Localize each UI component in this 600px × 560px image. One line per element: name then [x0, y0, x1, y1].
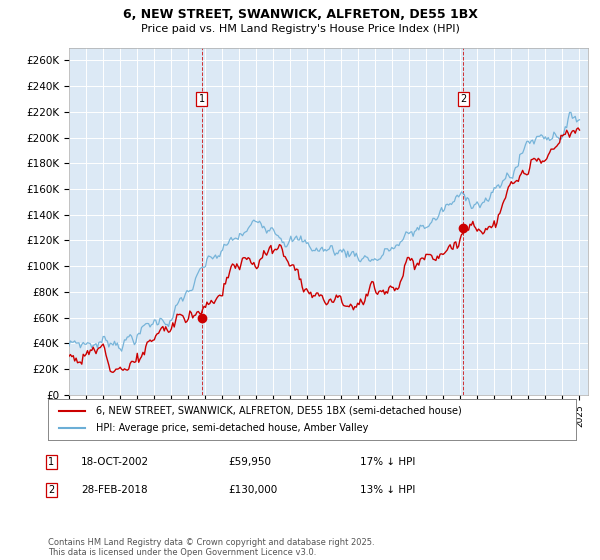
Text: £59,950: £59,950 — [228, 457, 271, 467]
Text: 28-FEB-2018: 28-FEB-2018 — [81, 485, 148, 495]
Text: £130,000: £130,000 — [228, 485, 277, 495]
Text: 6, NEW STREET, SWANWICK, ALFRETON, DE55 1BX (semi-detached house): 6, NEW STREET, SWANWICK, ALFRETON, DE55 … — [95, 405, 461, 416]
Text: 2: 2 — [460, 94, 466, 104]
Text: Contains HM Land Registry data © Crown copyright and database right 2025.
This d: Contains HM Land Registry data © Crown c… — [48, 538, 374, 557]
Text: 17% ↓ HPI: 17% ↓ HPI — [360, 457, 415, 467]
Text: 6, NEW STREET, SWANWICK, ALFRETON, DE55 1BX: 6, NEW STREET, SWANWICK, ALFRETON, DE55 … — [122, 8, 478, 21]
Text: 13% ↓ HPI: 13% ↓ HPI — [360, 485, 415, 495]
Text: 18-OCT-2002: 18-OCT-2002 — [81, 457, 149, 467]
Text: 2: 2 — [48, 485, 54, 495]
Text: 1: 1 — [199, 94, 205, 104]
Text: 1: 1 — [48, 457, 54, 467]
Text: HPI: Average price, semi-detached house, Amber Valley: HPI: Average price, semi-detached house,… — [95, 423, 368, 433]
Text: Price paid vs. HM Land Registry's House Price Index (HPI): Price paid vs. HM Land Registry's House … — [140, 24, 460, 34]
